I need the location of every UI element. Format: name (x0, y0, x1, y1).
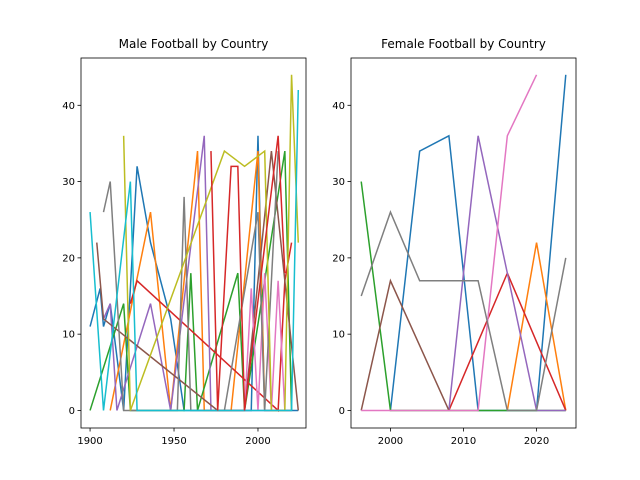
y-tick-label: 10 (62, 330, 75, 341)
series-line (360, 278, 450, 411)
x-tick-label: 1900 (77, 436, 102, 447)
series-line (89, 135, 299, 412)
series-line (361, 74, 538, 412)
y-tick-label: 30 (62, 177, 75, 188)
series-line (360, 210, 567, 412)
chart-title: Male Football by Country (119, 37, 269, 51)
x-tick-label: 1950 (161, 436, 186, 447)
y-tick-label: 30 (332, 177, 345, 188)
y-tick-label: 40 (62, 101, 75, 112)
y-tick-label: 20 (62, 253, 75, 264)
axes-frame (80, 57, 307, 429)
y-tick-label: 40 (332, 101, 345, 112)
y-tick-label: 0 (69, 406, 75, 417)
x-tick-label: 2000 (245, 436, 270, 447)
chart-title: Female Football by Country (381, 37, 546, 51)
series-line (102, 135, 292, 412)
x-tick-label: 2010 (451, 436, 476, 447)
x-tick-label: 2000 (378, 436, 403, 447)
series-line (243, 273, 286, 411)
y-tick-label: 20 (332, 253, 345, 264)
series-line (506, 242, 567, 411)
y-tick-label: 0 (339, 406, 345, 417)
series-line (448, 135, 566, 412)
y-tick-label: 10 (332, 330, 345, 341)
series-line (210, 135, 286, 411)
series-line (89, 90, 300, 412)
x-tick-label: 2020 (524, 436, 549, 447)
series-line (122, 74, 300, 412)
